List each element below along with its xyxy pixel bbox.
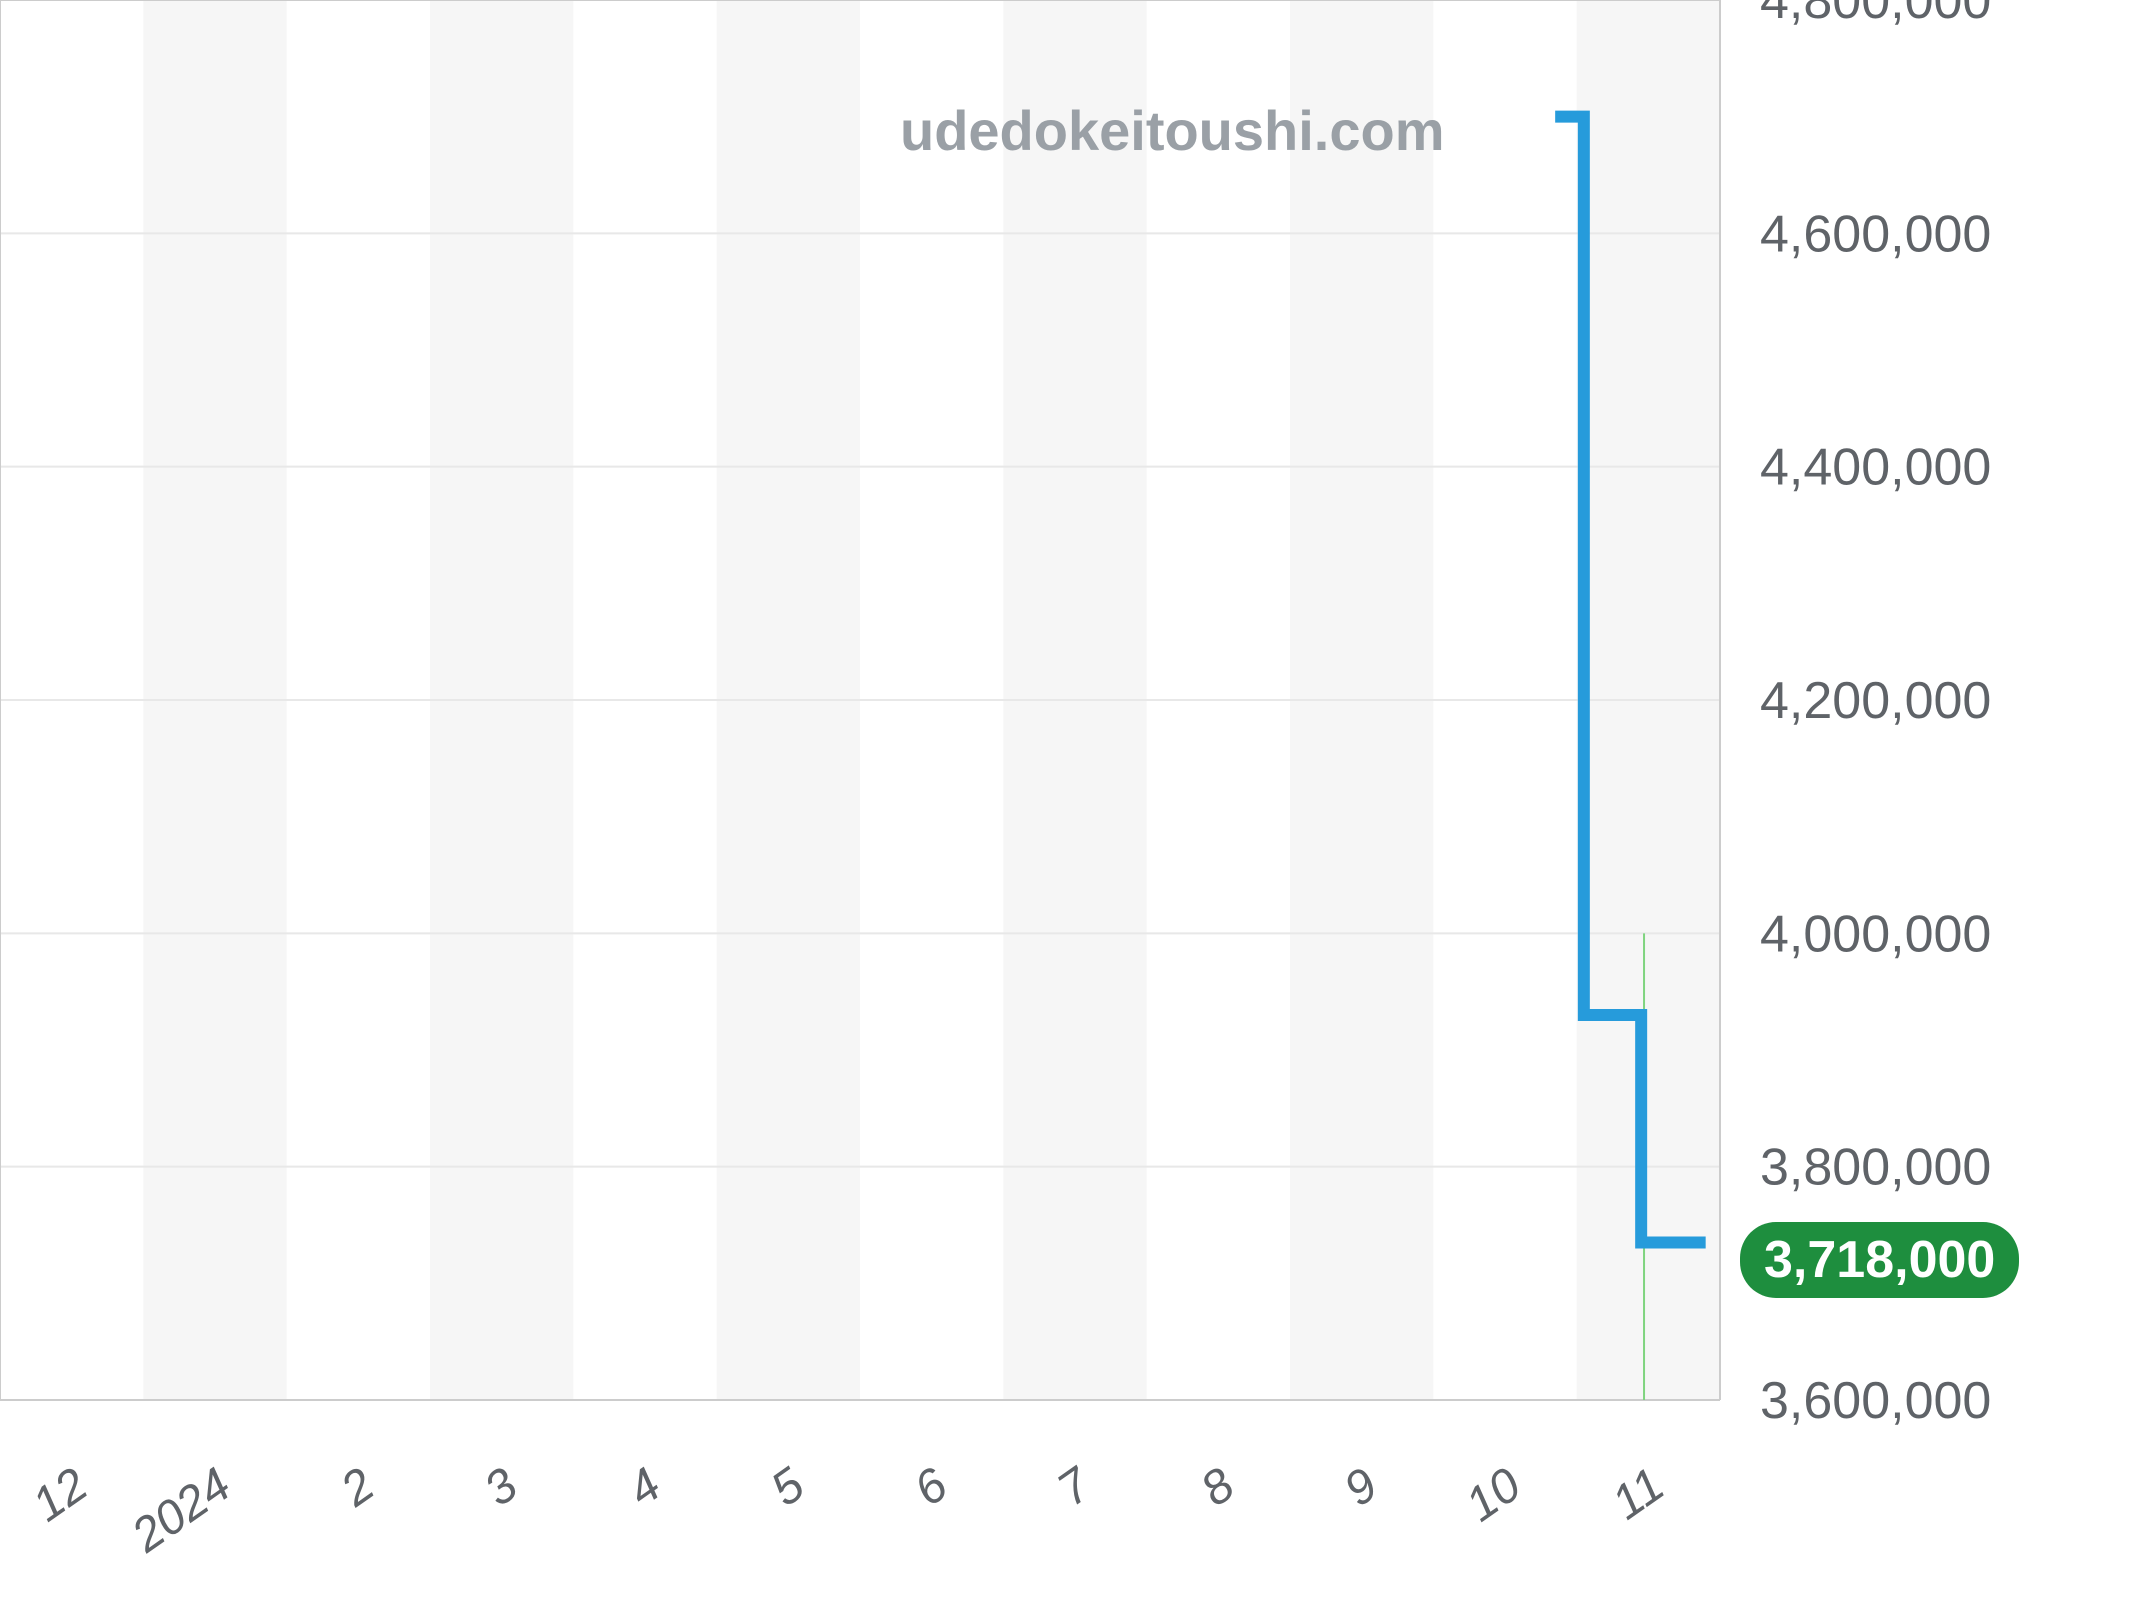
chart-svg: 3,600,000 3,800,000 4,000,000 4,200,000 4,40…: [0, 0, 2144, 1600]
y-tick-label: 4,800,000: [1760, 0, 1991, 30]
current-value-text: 3,718,000: [1764, 1231, 1995, 1289]
y-tick-label: 3,600,000: [1760, 1372, 1991, 1430]
y-tick-label: 4,600,000: [1760, 205, 1991, 263]
y-tick-label: 4,200,000: [1760, 672, 1991, 730]
y-tick-label: 3,800,000: [1760, 1139, 1991, 1197]
watermark-text: udedokeitoushi.com: [900, 99, 1445, 162]
current-value-badge: 3,718,000: [1740, 1222, 2019, 1298]
price-chart: 3,600,000 3,800,000 4,000,000 4,200,000 4,40…: [0, 0, 2144, 1600]
y-tick-label: 4,400,000: [1760, 439, 1991, 497]
y-tick-label: 4,000,000: [1760, 905, 1991, 963]
